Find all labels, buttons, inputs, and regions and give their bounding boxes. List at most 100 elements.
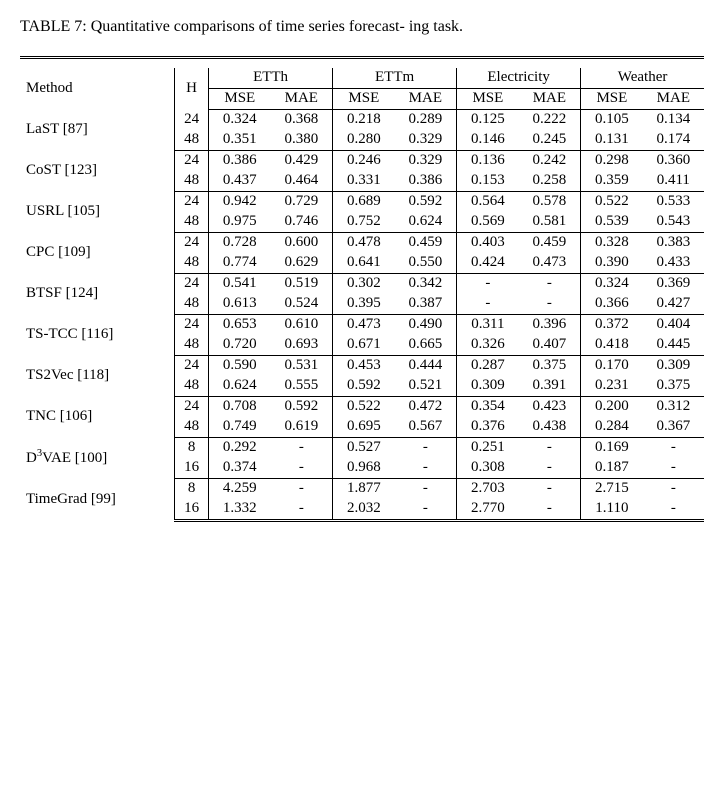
metric-value: -: [643, 458, 704, 479]
col-metric: MSE: [209, 88, 271, 109]
metric-value: 0.473: [519, 253, 581, 274]
metric-value: 0.375: [643, 376, 704, 397]
metric-value: -: [519, 437, 581, 458]
metric-value: 0.522: [333, 396, 395, 417]
metric-value: 0.369: [643, 273, 704, 294]
metric-value: 0.375: [519, 355, 581, 376]
metric-value: 0.433: [643, 253, 704, 274]
metric-value: 0.187: [581, 458, 643, 479]
metric-value: 0.592: [271, 396, 333, 417]
horizon-value: 24: [175, 109, 209, 130]
metric-value: 0.396: [519, 314, 581, 335]
horizon-value: 24: [175, 314, 209, 335]
metric-value: 0.331: [333, 171, 395, 192]
metric-value: 0.689: [333, 191, 395, 212]
metric-value: -: [395, 478, 457, 499]
metric-value: 0.975: [209, 212, 271, 233]
metric-value: 0.298: [581, 150, 643, 171]
horizon-value: 8: [175, 437, 209, 458]
horizon-value: 48: [175, 130, 209, 151]
metric-value: 0.170: [581, 355, 643, 376]
metric-value: 0.328: [581, 232, 643, 253]
metric-value: 0.311: [457, 314, 519, 335]
metric-value: 0.380: [271, 130, 333, 151]
metric-value: 0.445: [643, 335, 704, 356]
metric-value: 0.390: [581, 253, 643, 274]
metric-value: 0.671: [333, 335, 395, 356]
metric-value: 0.550: [395, 253, 457, 274]
horizon-value: 48: [175, 417, 209, 438]
col-group: ETTm: [333, 68, 457, 89]
horizon-value: 48: [175, 212, 209, 233]
method-name: CoST [123]: [20, 150, 175, 191]
horizon-value: 8: [175, 478, 209, 499]
metric-value: 0.968: [333, 458, 395, 479]
metric-value: 0.242: [519, 150, 581, 171]
metric-value: -: [271, 499, 333, 521]
metric-value: 0.437: [209, 171, 271, 192]
metric-value: 0.174: [643, 130, 704, 151]
method-name: LaST [87]: [20, 109, 175, 150]
metric-value: 2.715: [581, 478, 643, 499]
metric-value: 0.564: [457, 191, 519, 212]
metric-value: 0.629: [271, 253, 333, 274]
metric-value: 0.522: [581, 191, 643, 212]
metric-value: 0.708: [209, 396, 271, 417]
spacer: [20, 57, 704, 68]
metric-value: 0.153: [457, 171, 519, 192]
metric-value: 0.519: [271, 273, 333, 294]
metric-value: 0.312: [643, 396, 704, 417]
metric-value: 0.665: [395, 335, 457, 356]
horizon-value: 24: [175, 191, 209, 212]
metric-value: 0.374: [209, 458, 271, 479]
metric-value: 0.351: [209, 130, 271, 151]
metric-value: 0.367: [643, 417, 704, 438]
metric-value: 1.877: [333, 478, 395, 499]
metric-value: 0.590: [209, 355, 271, 376]
col-method: Method: [20, 68, 175, 110]
method-name: TS2Vec [118]: [20, 355, 175, 396]
metric-value: 0.146: [457, 130, 519, 151]
metric-value: 0.105: [581, 109, 643, 130]
metric-value: 0.653: [209, 314, 271, 335]
metric-value: 0.218: [333, 109, 395, 130]
metric-value: -: [395, 499, 457, 521]
metric-value: -: [457, 273, 519, 294]
metric-value: 0.411: [643, 171, 704, 192]
metric-value: -: [519, 458, 581, 479]
metric-value: 0.524: [271, 294, 333, 315]
metric-value: 0.280: [333, 130, 395, 151]
metric-value: 0.578: [519, 191, 581, 212]
metric-value: -: [457, 294, 519, 315]
col-metric: MSE: [333, 88, 395, 109]
metric-value: 0.539: [581, 212, 643, 233]
metric-value: -: [271, 458, 333, 479]
metric-value: 0.360: [643, 150, 704, 171]
metric-value: 0.324: [209, 109, 271, 130]
metric-value: 0.641: [333, 253, 395, 274]
horizon-value: 24: [175, 150, 209, 171]
metric-value: 2.032: [333, 499, 395, 521]
metric-value: 0.134: [643, 109, 704, 130]
metric-value: 0.222: [519, 109, 581, 130]
metric-value: 0.368: [271, 109, 333, 130]
method-name: TS-TCC [116]: [20, 314, 175, 355]
metric-value: 0.695: [333, 417, 395, 438]
method-name: D3VAE [100]: [20, 437, 175, 478]
results-table: MethodHETThETTmElectricityWeatherMSEMAEM…: [20, 56, 704, 522]
metric-value: 0.464: [271, 171, 333, 192]
metric-value: 0.942: [209, 191, 271, 212]
metric-value: 0.752: [333, 212, 395, 233]
metric-value: 0.289: [395, 109, 457, 130]
metric-value: 0.478: [333, 232, 395, 253]
metric-value: 0.231: [581, 376, 643, 397]
metric-value: 0.459: [395, 232, 457, 253]
col-metric: MAE: [519, 88, 581, 109]
metric-value: 0.284: [581, 417, 643, 438]
method-name: TNC [106]: [20, 396, 175, 437]
metric-value: 0.287: [457, 355, 519, 376]
metric-value: 0.302: [333, 273, 395, 294]
metric-value: 0.581: [519, 212, 581, 233]
metric-value: 0.527: [333, 437, 395, 458]
metric-value: 0.404: [643, 314, 704, 335]
